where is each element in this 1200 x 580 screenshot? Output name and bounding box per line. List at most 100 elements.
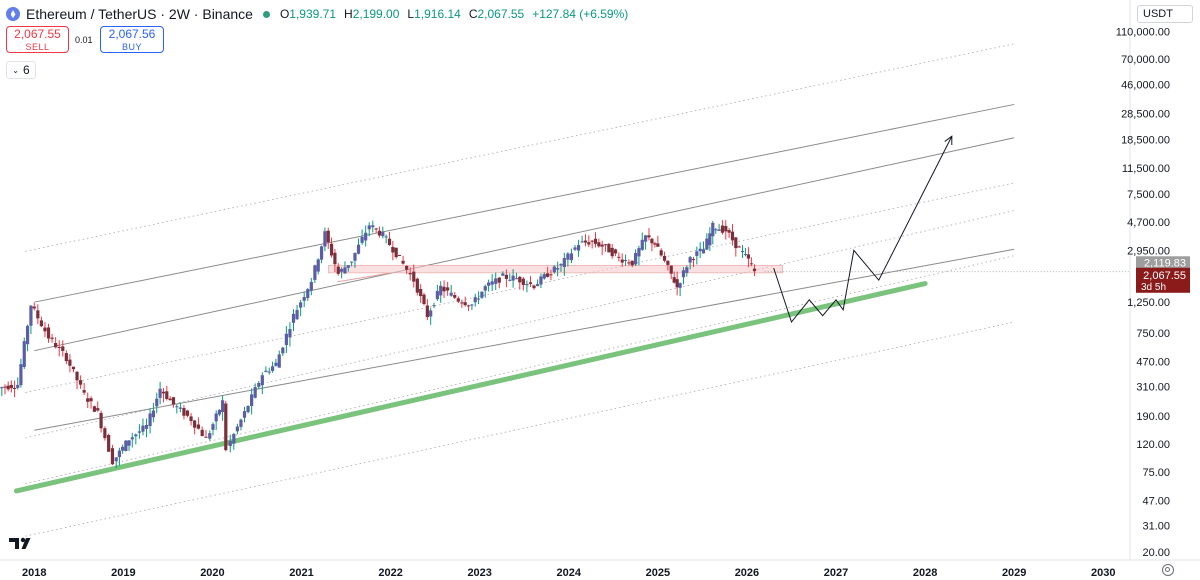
candle-body[interactable] xyxy=(333,252,337,265)
candle-body[interactable] xyxy=(497,277,501,283)
candle-body[interactable] xyxy=(476,298,481,300)
candle-body[interactable] xyxy=(29,305,33,326)
sell-button[interactable]: 2,067.55 SELL xyxy=(6,26,69,53)
candle-body[interactable] xyxy=(50,337,54,339)
channel-line-dotted[interactable] xyxy=(25,255,1015,485)
candle-body[interactable] xyxy=(246,405,250,413)
candle-body[interactable] xyxy=(743,253,748,255)
candle-body[interactable] xyxy=(425,305,429,318)
candle-body[interactable] xyxy=(466,305,471,307)
candle-body[interactable] xyxy=(549,274,553,276)
candle-body[interactable] xyxy=(151,410,156,418)
candle-body[interactable] xyxy=(590,240,594,242)
candle-body[interactable] xyxy=(316,259,320,272)
candle-body[interactable] xyxy=(647,235,651,238)
candle-body[interactable] xyxy=(730,231,735,241)
candle-body[interactable] xyxy=(711,222,715,237)
candle-body[interactable] xyxy=(299,302,303,308)
candle-body[interactable] xyxy=(521,278,525,285)
candle-body[interactable] xyxy=(737,246,741,248)
candle-body[interactable] xyxy=(675,279,679,288)
candle-body[interactable] xyxy=(740,251,745,253)
candle-body[interactable] xyxy=(656,243,660,247)
candle-body[interactable] xyxy=(532,285,536,289)
candle-body[interactable] xyxy=(121,446,125,451)
candle-body[interactable] xyxy=(514,278,519,280)
candle-body[interactable] xyxy=(371,225,375,228)
candle-body[interactable] xyxy=(356,244,361,254)
candle-body[interactable] xyxy=(360,236,364,243)
candle-body[interactable] xyxy=(566,253,570,260)
candle-body[interactable] xyxy=(720,225,725,233)
candle-body[interactable] xyxy=(669,265,673,274)
candle-body[interactable] xyxy=(32,306,36,309)
candle-body[interactable] xyxy=(114,457,118,462)
candle-body[interactable] xyxy=(64,353,68,362)
candle-body[interactable] xyxy=(644,235,648,242)
candle-body[interactable] xyxy=(274,362,278,366)
candle-body[interactable] xyxy=(232,433,236,444)
candle-body[interactable] xyxy=(319,246,324,260)
candle-body[interactable] xyxy=(260,375,264,386)
candle-body[interactable] xyxy=(211,424,215,430)
candle-body[interactable] xyxy=(429,310,433,317)
candle-body[interactable] xyxy=(224,403,228,451)
candle-body[interactable] xyxy=(620,259,624,263)
candle-body[interactable] xyxy=(75,371,79,381)
candle-body[interactable] xyxy=(117,450,122,458)
candle-body[interactable] xyxy=(490,281,494,285)
candle-body[interactable] xyxy=(270,366,275,371)
candle-body[interactable] xyxy=(0,387,4,389)
candle-body[interactable] xyxy=(525,284,529,286)
candle-body[interactable] xyxy=(3,386,7,388)
candle-body[interactable] xyxy=(678,283,682,288)
candle-body[interactable] xyxy=(281,347,285,354)
candle-body[interactable] xyxy=(659,250,663,256)
candle-body[interactable] xyxy=(155,398,159,407)
candle-body[interactable] xyxy=(161,391,166,394)
candle-body[interactable] xyxy=(637,248,641,257)
currency-selector[interactable]: USDT xyxy=(1137,5,1193,23)
candle-body[interactable] xyxy=(435,290,439,300)
candle-body[interactable] xyxy=(627,262,631,264)
candle-body[interactable] xyxy=(508,279,512,281)
candle-body[interactable] xyxy=(130,437,134,440)
candle-body[interactable] xyxy=(68,359,72,366)
candle-body[interactable] xyxy=(137,431,141,433)
candle-body[interactable] xyxy=(54,343,58,348)
candle-body[interactable] xyxy=(25,325,30,345)
candle-body[interactable] xyxy=(377,230,382,236)
candle-body[interactable] xyxy=(89,398,93,402)
candle-body[interactable] xyxy=(250,394,254,407)
candle-body[interactable] xyxy=(86,398,90,402)
candle-body[interactable] xyxy=(374,228,378,230)
candle-body[interactable] xyxy=(329,243,334,256)
candle-body[interactable] xyxy=(127,440,131,446)
candle-body[interactable] xyxy=(158,388,162,398)
candle-body[interactable] xyxy=(501,273,505,276)
candle-body[interactable] xyxy=(43,327,47,332)
candle-body[interactable] xyxy=(559,263,563,266)
candle-body[interactable] xyxy=(185,410,190,416)
candle-body[interactable] xyxy=(6,385,10,390)
candle-body[interactable] xyxy=(422,294,426,304)
candle-body[interactable] xyxy=(600,244,604,247)
candle-body[interactable] xyxy=(228,440,232,447)
candle-body[interactable] xyxy=(480,291,484,298)
candle-body[interactable] xyxy=(749,263,753,265)
candle-body[interactable] xyxy=(61,346,65,351)
candle-body[interactable] xyxy=(220,400,225,413)
candle-body[interactable] xyxy=(483,286,487,291)
candle-body[interactable] xyxy=(239,419,243,427)
candle-body[interactable] xyxy=(384,236,388,238)
candle-body[interactable] xyxy=(217,409,221,415)
candle-body[interactable] xyxy=(419,288,423,297)
candle-body[interactable] xyxy=(336,266,340,274)
candle-body[interactable] xyxy=(446,287,450,291)
candle-body[interactable] xyxy=(291,313,296,323)
candle-body[interactable] xyxy=(367,225,371,230)
candle-body[interactable] xyxy=(542,274,546,279)
candle-body[interactable] xyxy=(78,380,83,385)
candle-body[interactable] xyxy=(193,420,197,428)
